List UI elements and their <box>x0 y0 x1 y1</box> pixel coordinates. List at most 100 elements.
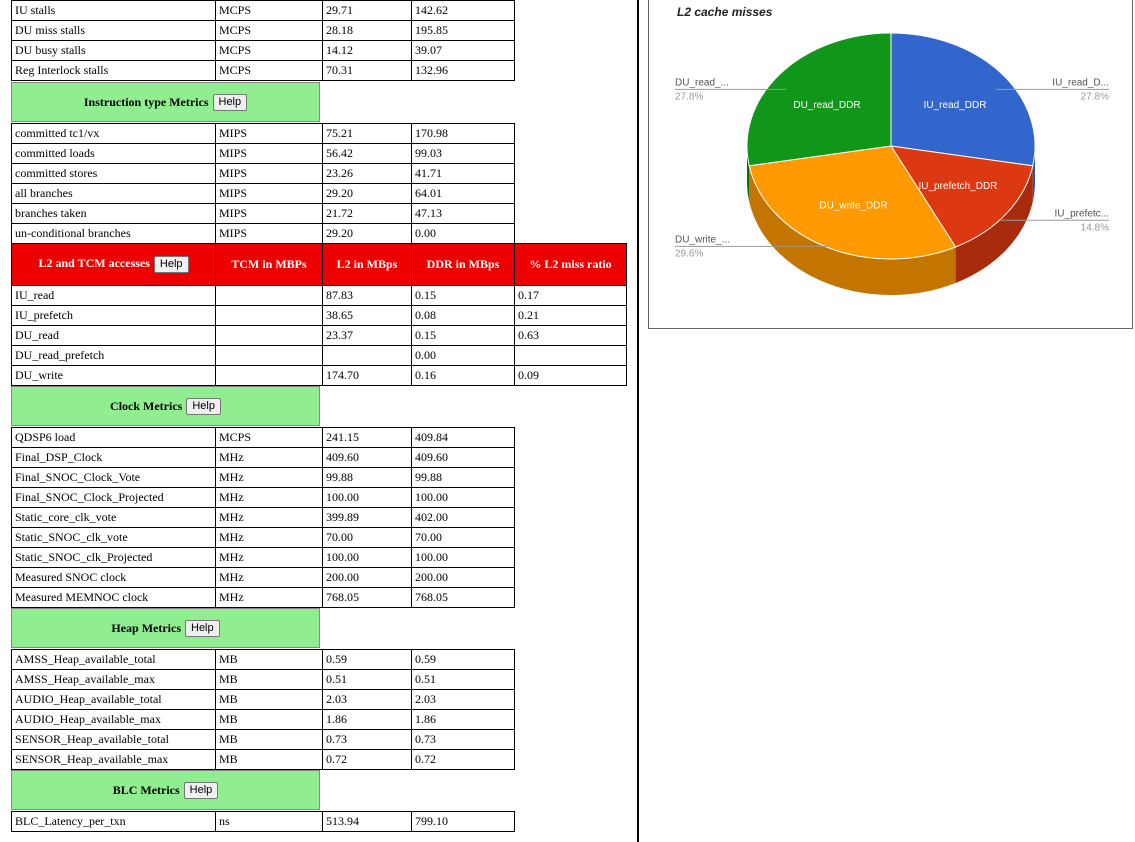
value-cell: 513.94 <box>322 811 412 832</box>
clock-metrics-table: QDSP6 load MCPS 241.15 409.84 Final_DSP_Cloc… <box>11 427 515 608</box>
heap-metrics-table: AMSS_Heap_available_total MB 0.59 0.59 AMSS_… <box>11 649 515 770</box>
table-row: Measured SNOC clock MHz 200.00 200.00 <box>11 567 515 588</box>
value-cell: 1.86 <box>322 709 412 730</box>
pie-chart-svg: L2 cache misses IU_read_DDR IU_prefetch_D… <box>675 5 1109 295</box>
help-button[interactable]: Help <box>185 619 220 637</box>
value-cell: 99.03 <box>411 143 515 164</box>
value-cell: 41.71 <box>411 163 515 184</box>
value-cell: 0.08 <box>411 305 515 326</box>
slice-percent-label: 14.8% <box>1081 222 1109 233</box>
pie-slice <box>746 32 892 167</box>
table-row: DU_write 174.70 0.16 0.09 <box>11 365 627 386</box>
value-cell: 0.00 <box>411 223 515 244</box>
value-cell: 29.20 <box>322 183 412 204</box>
value-cell: 0.72 <box>411 749 515 770</box>
table-row: all branches MIPS 29.20 64.01 <box>11 183 515 204</box>
table-row: AUDIO_Heap_available_max MB 1.86 1.86 <box>11 709 515 730</box>
slice-percent-label: 27.8% <box>1081 91 1109 102</box>
column-header: L2 in MBps <box>322 243 412 286</box>
value-cell: 2.03 <box>411 689 515 710</box>
value-cell: 100.00 <box>322 547 412 568</box>
table-row: Measured MEMNOC clock MHz 768.05 768.05 <box>11 587 515 608</box>
value-cell: 70.00 <box>322 527 412 548</box>
table-row: Final_SNOC_Clock_Vote MHz 99.88 99.88 <box>11 467 515 488</box>
l2-cache-misses-chart: L2 cache misses IU_read_DDR IU_prefetch_D… <box>648 0 1133 329</box>
table-row: committed stores MIPS 23.26 41.71 <box>11 163 515 184</box>
pie-slice <box>748 145 957 260</box>
metric-name-cell: Final_SNOC_Clock_Projected <box>11 487 216 508</box>
value-cell: 100.00 <box>322 487 412 508</box>
unit-cell: MHz <box>215 567 323 588</box>
table-row: AMSS_Heap_available_max MB 0.51 0.51 <box>11 669 515 690</box>
metric-name-cell: all branches <box>11 183 216 204</box>
help-button[interactable]: Help <box>186 397 221 415</box>
value-cell: 0.73 <box>411 729 515 750</box>
value-cell: 38.65 <box>322 305 412 326</box>
help-button[interactable]: Help <box>212 93 248 111</box>
value-cell: 0.51 <box>322 669 412 690</box>
instruction-metrics: committed tc1/vx MIPS 75.21 170.98 committed… <box>11 123 515 244</box>
column-header: TCM in MBPs <box>215 243 323 286</box>
pie-slice <box>889 145 1034 248</box>
unit-cell: MHz <box>215 587 323 608</box>
metric-name-cell: Static_SNOC_clk_vote <box>11 527 216 548</box>
section-title: L2 and TCM accesses <box>38 256 150 270</box>
unit-cell: MCPS <box>215 427 323 448</box>
unit-cell: MIPS <box>215 143 323 164</box>
heap-metrics-header: Heap Metrics Help <box>11 608 320 648</box>
l2-tcm-metrics-table: IU_read 87.83 0.15 0.17 IU_prefetch 38.65 0.08… <box>11 285 627 386</box>
value-cell: 768.05 <box>411 587 515 608</box>
table-row: SENSOR_Heap_available_max MB 0.72 0.72 <box>11 749 515 770</box>
value-cell: 200.00 <box>322 567 412 588</box>
value-cell: 87.83 <box>322 285 412 306</box>
metric-name-cell: DU_write <box>11 365 216 386</box>
value-cell: 132.96 <box>411 60 515 81</box>
value-cell: 0.15 <box>411 325 515 346</box>
value-cell: 99.88 <box>322 467 412 488</box>
value-cell: 1.86 <box>411 709 515 730</box>
value-cell: 64.01 <box>411 183 515 204</box>
column-header: % L2 miss ratio <box>514 243 627 286</box>
metric-name-cell: DU miss stalls <box>11 20 216 41</box>
value-cell: 768.05 <box>322 587 412 608</box>
metric-name-cell: Final_SNOC_Clock_Vote <box>11 467 216 488</box>
value-cell: 0.15 <box>411 285 515 306</box>
table-row: committed tc1/vx MIPS 75.21 170.98 <box>11 123 515 144</box>
table-row: Static_SNOC_clk_Projected MHz 100.00 100.00 <box>11 547 515 568</box>
metric-name-cell: AUDIO_Heap_available_max <box>11 709 216 730</box>
clock-metrics-header: Clock Metrics Help <box>11 386 320 426</box>
metric-name-cell: committed tc1/vx <box>11 123 216 144</box>
slice-outside-label: DU_read_... <box>675 77 729 88</box>
metric-name-cell: Measured MEMNOC clock <box>11 587 216 608</box>
metric-name-cell: DU_read <box>11 325 216 346</box>
value-cell <box>215 365 323 386</box>
value-cell: 0.09 <box>514 365 627 386</box>
metric-name-cell: DU busy stalls <box>11 40 216 61</box>
value-cell: 241.15 <box>322 427 412 448</box>
stall-metrics: IU stalls MCPS 29.71 142.62 DU miss stalls MC… <box>11 0 515 81</box>
panel-divider <box>637 0 639 842</box>
unit-cell: MB <box>215 709 323 730</box>
help-button[interactable]: Help <box>183 781 219 799</box>
table-row: Final_SNOC_Clock_Projected MHz 100.00 100.0… <box>11 487 515 508</box>
table-row: BLC_Latency_per_txn ns 513.94 799.10 <box>11 811 515 832</box>
l2-header-table: L2 and TCM accesses Help TCM in MBPs L2 in … <box>11 243 627 286</box>
table-row: branches taken MIPS 21.72 47.13 <box>11 203 515 224</box>
value-cell: 0.17 <box>514 285 627 306</box>
blc-metrics-table: BLC_Latency_per_txn ns 513.94 799.10 <box>11 811 515 832</box>
unit-cell: MCPS <box>215 20 323 41</box>
value-cell <box>215 305 323 326</box>
metric-name-cell: IU_read <box>11 285 216 306</box>
table-row: QDSP6 load MCPS 241.15 409.84 <box>11 427 515 448</box>
metric-name-cell: BLC_Latency_per_txn <box>11 811 216 832</box>
clock-metrics: QDSP6 load MCPS 241.15 409.84 Final_DSP_Cloc… <box>11 427 515 608</box>
section-title: BLC Metrics <box>112 782 180 797</box>
metric-name-cell: committed loads <box>11 143 216 164</box>
metric-name-cell: QDSP6 load <box>11 427 216 448</box>
unit-cell: MIPS <box>215 223 323 244</box>
help-button[interactable]: Help <box>153 256 189 273</box>
value-cell: 70.00 <box>411 527 515 548</box>
value-cell: 100.00 <box>411 547 515 568</box>
value-cell: 0.72 <box>322 749 412 770</box>
unit-cell: MIPS <box>215 123 323 144</box>
